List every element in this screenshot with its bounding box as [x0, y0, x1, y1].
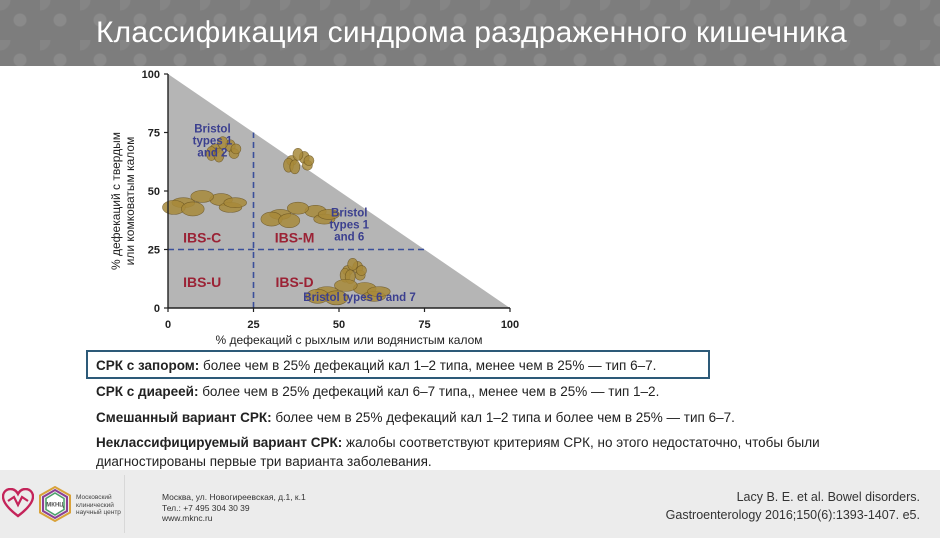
x-tick-label: 25 [247, 319, 259, 331]
bristol-annotation-2: types 1 [329, 220, 369, 232]
stool-illustration [289, 159, 301, 175]
bristol-annotation-1: types 1 [193, 136, 233, 148]
bristol-annotation-1: Bristol [194, 124, 230, 136]
stool-illustration [356, 265, 367, 276]
stool-illustration [287, 201, 309, 215]
address-block: Москва, ул. Новогиреевская, д.1, к.1 Тел… [162, 492, 306, 524]
citation-line-2: Gastroenterology 2016;150(6):1393-1407. … [665, 508, 920, 522]
bristol-annotation-2: and 6 [334, 232, 364, 244]
stool-illustration [217, 136, 229, 149]
chart-region [168, 74, 510, 308]
y-tick-label: 100 [142, 69, 160, 81]
stool-illustration [334, 279, 358, 292]
x-tick-label: 75 [418, 319, 430, 331]
y-axis-label-line-1: % дефекаций с твердым [109, 132, 123, 270]
stool-illustration [190, 190, 214, 203]
address-phone: Тел.: +7 495 304 30 39 [162, 502, 250, 513]
bristol-annotation-2: Bristol [331, 208, 367, 220]
quadrant-label-ibs-d: IBS-D [275, 274, 313, 290]
bristol-annotation-3: Bristol types 6 and 7 [303, 292, 415, 304]
description-diarrhea: СРК с диареей: более чем в 25% дефекаций… [96, 382, 659, 401]
logo-abbrev: МКНЦ [46, 503, 64, 509]
stool-illustration [230, 143, 242, 155]
description-constipation-term: СРК с запором: [96, 358, 200, 373]
bristol-annotation-1: and 2 [197, 148, 227, 160]
slide-content [0, 66, 940, 470]
description-constipation-text: более чем в 25% дефекаций кал 1–2 типа, … [199, 358, 657, 373]
mknc-logo-icon: МКНЦ [39, 486, 71, 522]
stool-illustration [324, 290, 349, 306]
website-link[interactable]: www.mknc.ru [162, 513, 213, 523]
y-tick-label: 75 [148, 128, 160, 140]
y-tick-label: 0 [154, 303, 160, 315]
description-mixed-term: Смешанный вариант СРК: [96, 410, 272, 425]
stool-illustration [303, 155, 315, 166]
stool-illustration [213, 147, 225, 163]
description-diarrhea-term: СРК с диареей: [96, 384, 199, 399]
stool-illustration [223, 197, 247, 208]
footer [0, 470, 940, 538]
footer-divider [124, 475, 125, 533]
y-axis-label-line-2: или комковатым калом [123, 137, 137, 266]
citation-line-1: Lacy B. E. et al. Bowel disorders. [736, 490, 920, 504]
stool-illustration [292, 148, 304, 161]
description-unclassified: Неклассифицируемый вариант СРК: жалобы с… [96, 433, 896, 471]
description-mixed: Смешанный вариант СРК: более чем в 25% д… [96, 408, 735, 427]
citation: Lacy B. E. et al. Bowel disorders. Gastr… [666, 488, 920, 524]
description-mixed-text: более чем в 25% дефекаций кал 1–2 типа и… [271, 410, 735, 425]
ibs-classification-chart: 0 25 50 75 100 0 25 50 75 100 % дефекаций с рыхлым… [109, 69, 519, 347]
stool-illustration [317, 209, 340, 220]
org-name: Московский клинический научный центр [76, 494, 121, 516]
highlight-box [86, 350, 710, 379]
stool-illustration [367, 286, 391, 297]
description-constipation: СРК с запором: более чем в 25% дефекаций… [96, 356, 656, 375]
quadrant-label-ibs-u: IBS-U [183, 274, 221, 290]
stool-illustration [181, 201, 205, 217]
description-unclassified-term: Неклассифицируемый вариант СРК: [96, 435, 343, 450]
title-bar: Классификация синдрома раздраженного киш… [0, 0, 940, 66]
heart-logo-icon [2, 488, 34, 518]
slide-title: Классификация синдрома раздраженного киш… [96, 16, 847, 49]
stool-illustration [347, 258, 358, 271]
quadrant-label-ibs-m: IBS-M [275, 229, 315, 245]
description-diarrhea-text: более чем в 25% дефекаций кал 6–7 типа,,… [198, 384, 660, 399]
quadrant-label-ibs-c: IBS-C [183, 229, 221, 245]
x-tick-label: 50 [333, 319, 345, 331]
description-unclassified-text: жалобы соответствуют критериям СРК, но э… [96, 435, 820, 469]
x-axis-label: % дефекаций с рыхлым или водянистым кало… [215, 333, 482, 347]
stool-illustration [278, 213, 301, 228]
y-tick-label: 50 [148, 186, 160, 198]
x-tick-label: 100 [501, 319, 519, 331]
x-tick-label: 0 [165, 319, 171, 331]
address-line-1: Москва, ул. Новогиреевская, д.1, к.1 [162, 492, 306, 502]
y-tick-label: 25 [148, 245, 160, 257]
